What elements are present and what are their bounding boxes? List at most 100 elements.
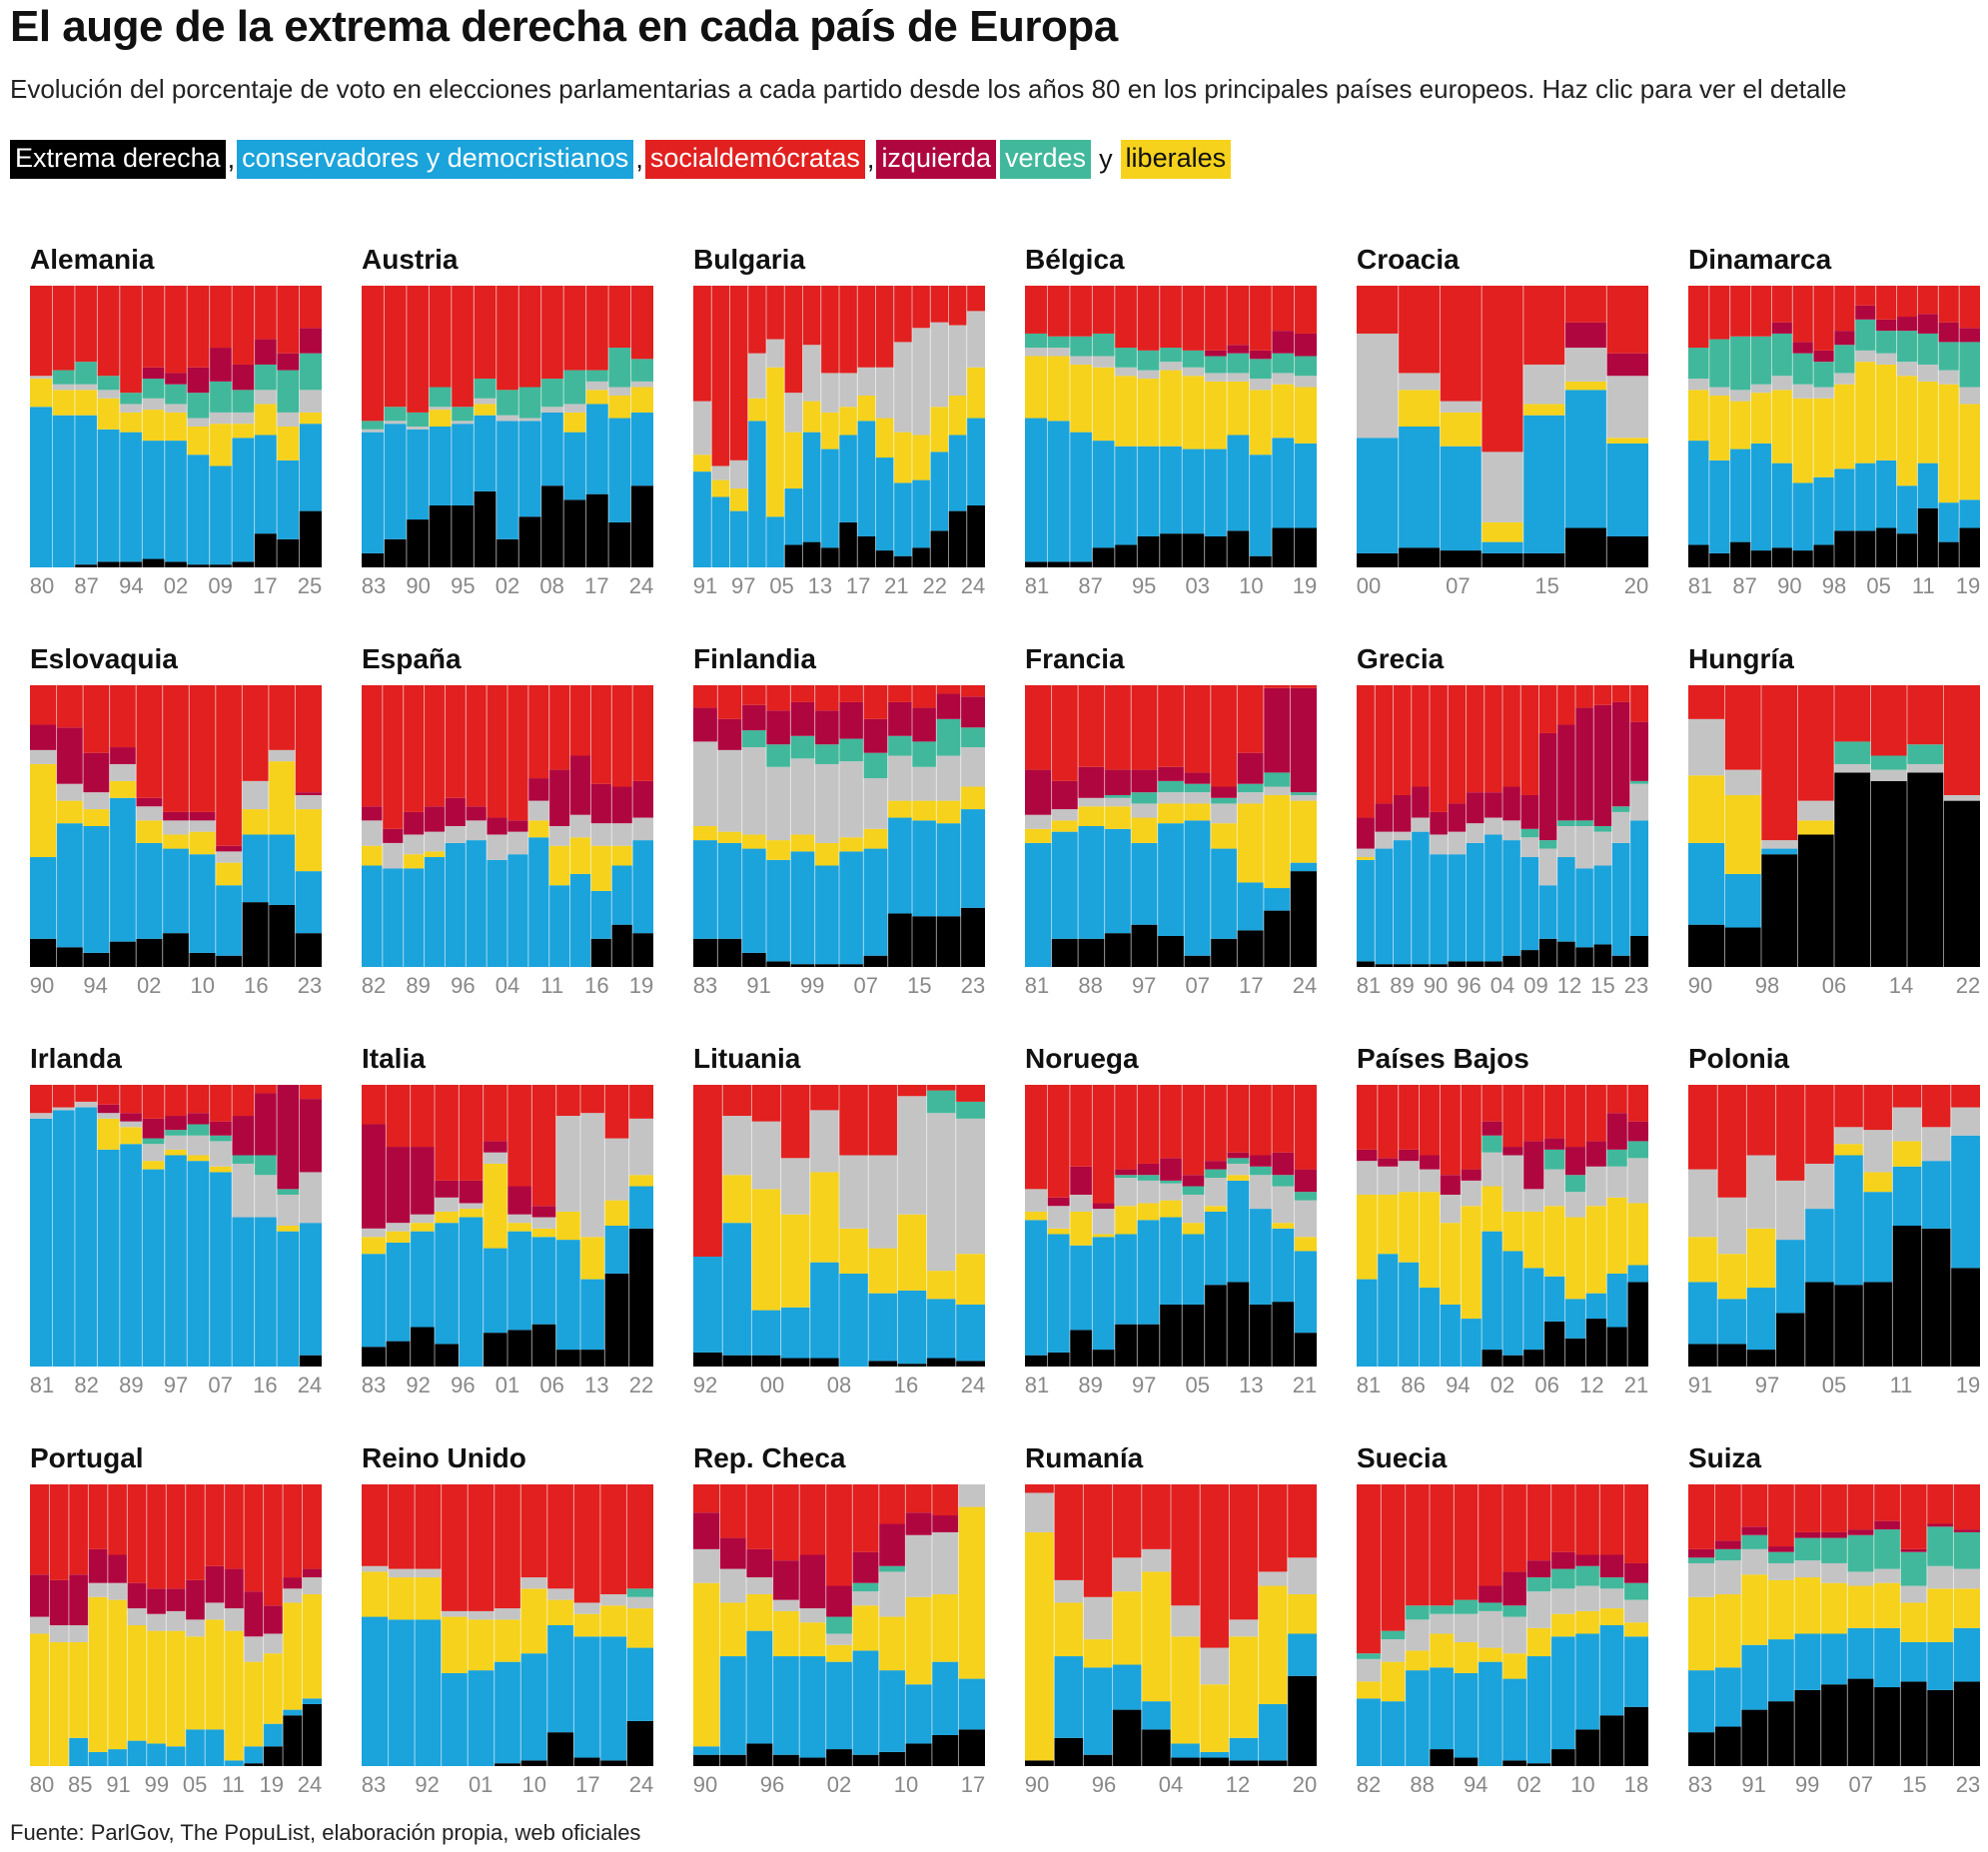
country-chart[interactable]: Finlandia 83 91 99 07 15 23 [673, 643, 985, 1033]
country-chart[interactable]: Suiza 83 91 99 07 15 23 [1668, 1442, 1980, 1832]
bar-segment [711, 496, 730, 567]
bar-segment [362, 1228, 387, 1238]
country-chart[interactable]: Polonia 91 97 05 11 19 [1668, 1043, 1980, 1432]
bar-segment [1847, 1627, 1874, 1679]
bar-segment [1959, 286, 1980, 329]
bar-segment [1047, 1228, 1070, 1235]
country-chart[interactable]: Francia 81 88 97 07 17 24 [1005, 643, 1317, 1033]
bar-segment [507, 1214, 532, 1224]
bar-segment [799, 1608, 826, 1623]
country-chart[interactable]: Italia 83 92 96 01 06 13 22 [342, 1043, 653, 1432]
bar-segment [1717, 1197, 1747, 1255]
bar-segment [1526, 1484, 1551, 1561]
country-chart[interactable]: Bélgica 81 87 95 03 10 19 [1005, 244, 1317, 633]
bar-segment [630, 387, 653, 413]
bar-segment [49, 1484, 69, 1580]
country-chart[interactable]: Portugal 80 85 91 99 05 11 19 24 [10, 1442, 322, 1832]
country-chart[interactable]: Lituania 92 00 08 16 24 [673, 1043, 985, 1432]
country-chart[interactable]: Alemania 80 87 94 02 09 17 25 [10, 244, 322, 633]
bar-segment [162, 848, 190, 934]
bar-segment [1141, 1701, 1171, 1730]
bar-segment [766, 339, 785, 368]
bar-segment [164, 1155, 188, 1367]
bar-segment [1357, 1698, 1382, 1766]
plot-svg [1025, 1484, 1317, 1766]
bar-segment [1114, 376, 1138, 447]
bar-segment [52, 1110, 75, 1367]
country-chart[interactable]: Suecia 82 88 94 02 10 18 [1337, 1442, 1648, 1832]
bar-segment [1461, 1319, 1483, 1367]
bar-segment [966, 367, 985, 419]
x-tick-label: 05 [1866, 573, 1891, 598]
bar-segment [1454, 1757, 1479, 1766]
bar-segment [205, 1602, 225, 1620]
bar-segment [209, 348, 233, 382]
plot-svg [693, 286, 985, 567]
country-title: Países Bajos [1357, 1043, 1529, 1074]
country-chart[interactable]: Rep. Checa 90 96 02 10 17 [673, 1442, 985, 1832]
bar-segment [1461, 1085, 1483, 1170]
country-title: Finlandia [693, 643, 816, 674]
bar-segment [277, 427, 300, 461]
bar-segment [1137, 1220, 1160, 1325]
bar-segment [1834, 331, 1855, 346]
bar-segment [1550, 1588, 1575, 1614]
country-chart[interactable]: Noruega 81 89 97 05 13 21 [1005, 1043, 1317, 1432]
bar-segment [1627, 1158, 1648, 1204]
bar-segment [1717, 1085, 1747, 1198]
bar-segment [1237, 930, 1264, 967]
bar-segment [466, 806, 488, 821]
stacked-bar-plot [1357, 1085, 1648, 1367]
bar-segment [382, 842, 404, 869]
bar-segment [142, 410, 165, 442]
bar-segment [1750, 384, 1772, 394]
bar-segment [960, 907, 985, 967]
bar-segment [1688, 1344, 1718, 1367]
bar-segment [626, 1596, 653, 1609]
country-chart[interactable]: Hungría 90 98 06 14 22 [1668, 643, 1980, 1033]
bar-segment [1398, 1161, 1420, 1193]
country-chart[interactable]: Grecia 81 89 90 96 04 09 12 15 23 [1337, 643, 1648, 1033]
country-chart[interactable]: España 82 89 96 04 11 16 19 [342, 643, 653, 1033]
bar-segment [97, 561, 120, 567]
bar-segment [930, 530, 949, 567]
x-tick-label: 80 [29, 573, 55, 598]
bar-segment [1771, 333, 1793, 377]
country-chart[interactable]: Irlanda 81 82 89 97 07 16 24 [10, 1043, 322, 1432]
bar-segment [1454, 1672, 1479, 1758]
country-title: Dinamarca [1688, 244, 1832, 275]
x-tick-label: 05 [182, 1772, 208, 1797]
country-chart[interactable]: Eslovaquia 90 94 02 10 16 23 [10, 643, 322, 1033]
bar-segment [496, 286, 519, 391]
country-chart[interactable]: Croacia 00 07 15 20 [1337, 244, 1648, 633]
bar-segment [772, 1610, 800, 1657]
bar-segment [424, 685, 446, 807]
bar-segment [1440, 446, 1483, 551]
bar-segment [772, 1656, 800, 1755]
x-tick-label: 11 [1911, 573, 1935, 598]
bar-segment [1440, 1085, 1462, 1176]
bar-segment [1611, 955, 1630, 967]
bar-segment [187, 1124, 210, 1136]
x-tick-label: 19 [259, 1772, 284, 1797]
country-chart[interactable]: Dinamarca 81 87 90 98 05 11 19 [1668, 244, 1980, 633]
bar-segment [1159, 1200, 1183, 1218]
bar-segment [912, 800, 937, 821]
x-tick-label: 92 [415, 1772, 440, 1797]
country-chart[interactable]: Rumanía 90 96 04 12 20 [1005, 1442, 1317, 1832]
bar-segment [507, 831, 528, 855]
country-chart[interactable]: Países Bajos 81 86 94 02 06 12 21 [1337, 1043, 1648, 1432]
bar-segment [1430, 1605, 1455, 1614]
bar-segment [1478, 1647, 1502, 1662]
bar-segment [784, 286, 803, 394]
country-chart[interactable]: Austria 83 90 95 02 08 17 24 [342, 244, 653, 633]
bar-segment [746, 1484, 773, 1549]
bar-segment [580, 1350, 605, 1367]
country-chart[interactable]: Reino Unido 83 92 01 10 17 24 [342, 1442, 653, 1832]
bar-segment [224, 1568, 245, 1609]
country-chart[interactable]: Bulgaria 91 97 05 13 17 21 22 24 [673, 244, 985, 633]
bar-segment [875, 550, 894, 567]
bar-segment [468, 1619, 495, 1671]
bar-segment [1623, 1706, 1648, 1766]
bar-segment [1375, 831, 1394, 849]
